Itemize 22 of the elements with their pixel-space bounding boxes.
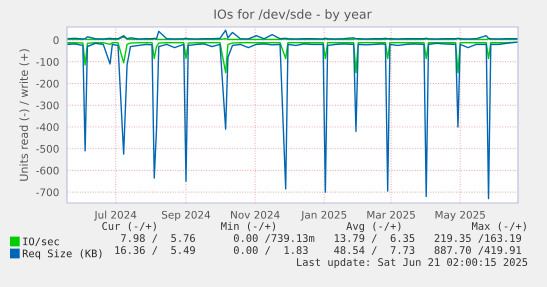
text: 16.36 / 5.49 0.00 / 1.83 48.54 / 7.73 887.70 /419.91	[115, 246, 522, 255]
x-tick-label: Jan 2025	[300, 210, 346, 221]
legend-label: Req Size (KB)	[22, 249, 102, 260]
y-tick-label: -100	[36, 58, 59, 66]
y-tick-label: 0	[53, 36, 59, 44]
y-tick-label: -200	[36, 80, 59, 88]
y-tick-label: -600	[36, 166, 59, 175]
y-tick-label: -300	[36, 101, 59, 110]
x-tick-label: May 2025	[436, 210, 485, 221]
text: 7.98 / 5.76 0.00 /739.13m 13.79 / 6.35 219.35 /163.19	[121, 234, 522, 243]
chart-title: IOs for /dev/sde - by year	[214, 9, 372, 22]
legend-label: IO/sec	[23, 237, 59, 246]
y-tick-label: -400	[36, 123, 59, 132]
y-axis-title: Units read (-) / write (+)	[19, 49, 30, 181]
x-tick-label: Mar 2025	[367, 210, 415, 219]
x-tick-label: Sep 2024	[162, 210, 210, 221]
x-tick-label: Nov 2024	[231, 210, 280, 219]
y-tick-label: -500	[36, 144, 59, 153]
text: Cur (-/+) Min (-/+) Avg (-/+) Max (-/+)	[102, 222, 526, 232]
text: Last update: Sat Jun 21 02:00:15 2025	[297, 258, 528, 268]
x-tick-label: Jul 2024	[94, 210, 136, 221]
y-tick-label: -700	[36, 188, 59, 196]
